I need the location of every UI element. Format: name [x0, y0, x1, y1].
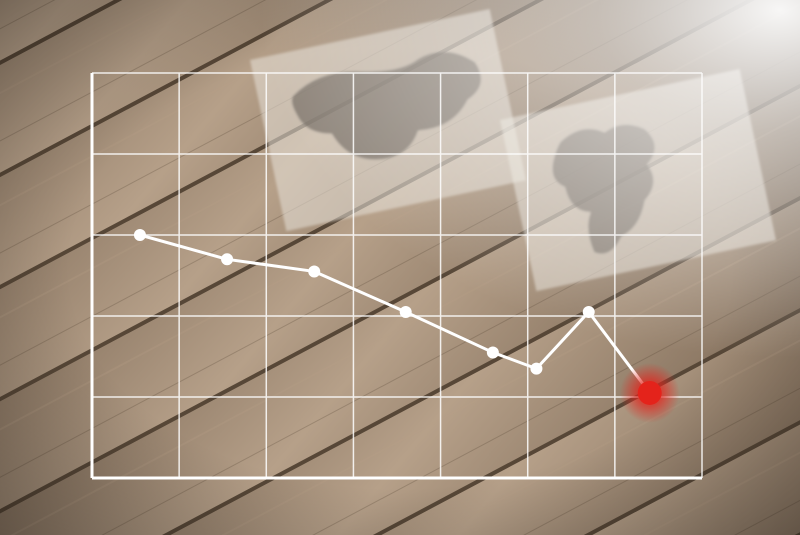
- data-marker: [308, 265, 320, 277]
- data-marker: [221, 253, 233, 265]
- data-marker: [487, 346, 499, 358]
- chart-illustration: [0, 0, 800, 535]
- chart-svg: [0, 0, 800, 535]
- highlight-marker: [638, 381, 662, 405]
- data-marker: [583, 306, 595, 318]
- data-marker: [530, 363, 542, 375]
- data-marker: [400, 306, 412, 318]
- data-marker: [134, 229, 146, 241]
- light-flare: [0, 0, 800, 535]
